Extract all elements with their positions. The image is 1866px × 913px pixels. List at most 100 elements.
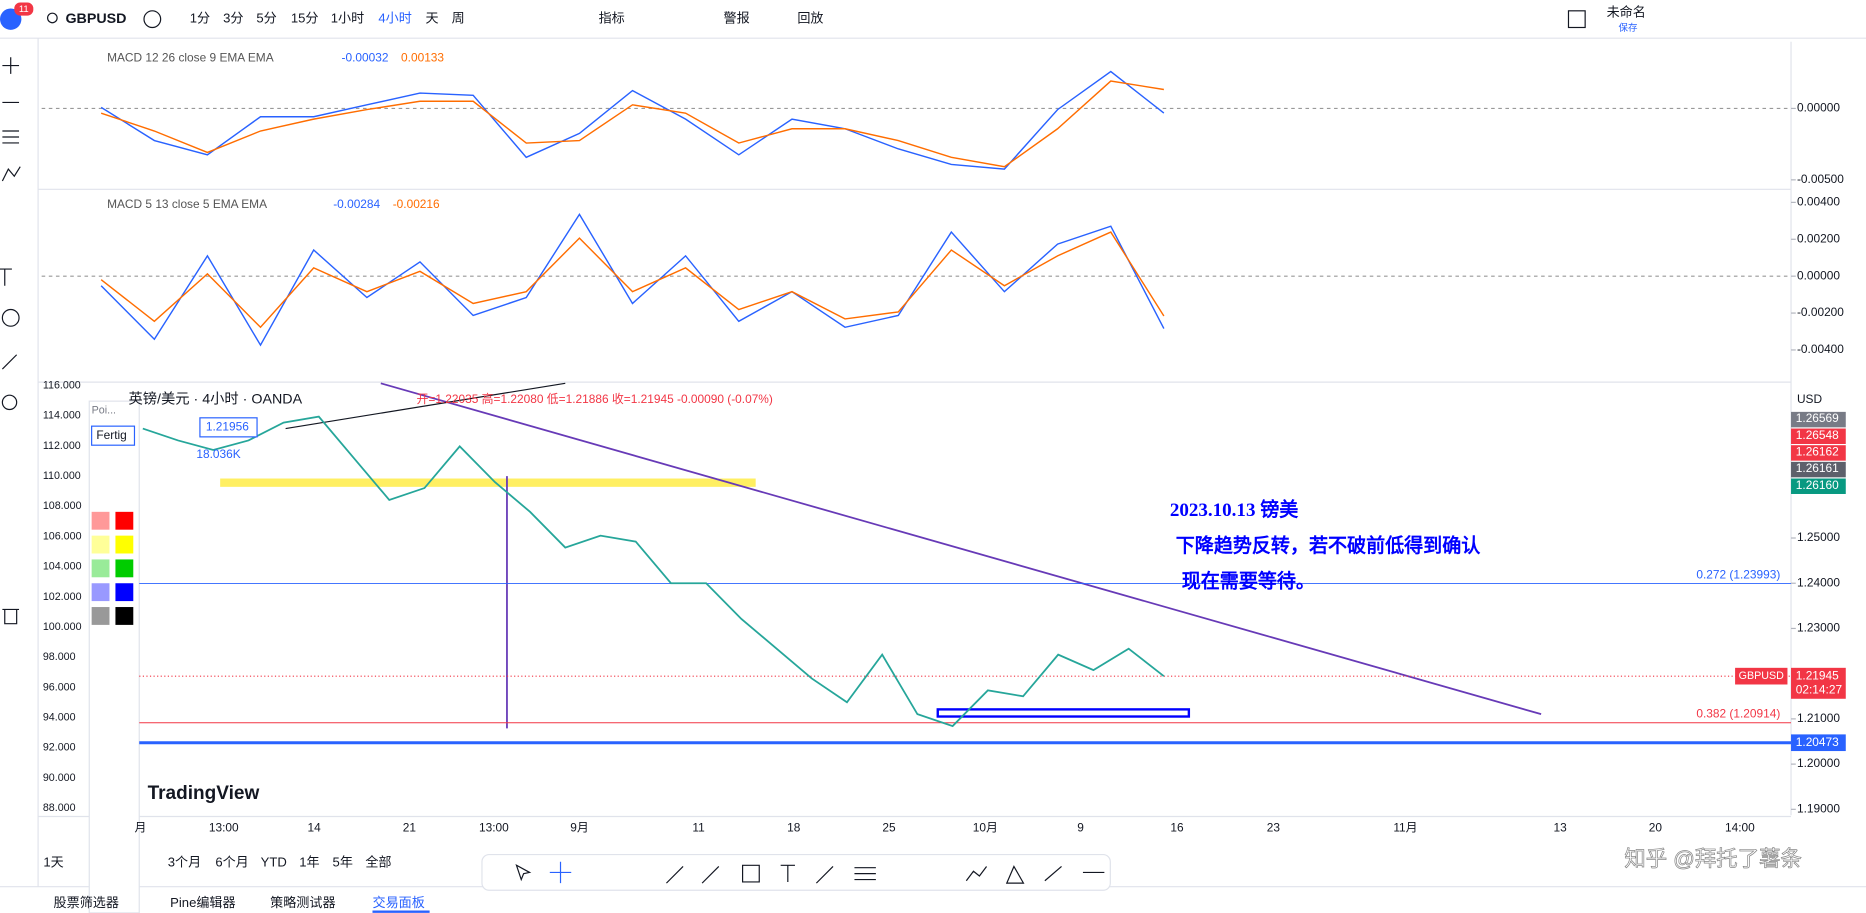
left-tick-label: 108.000 [43,500,82,512]
alert-button[interactable]: 警报 [724,11,750,26]
interval-button[interactable]: 周 [452,11,465,26]
badge-count: 11 [19,4,29,15]
panel-button[interactable] [91,425,136,446]
range-button[interactable]: 5年 [333,854,353,869]
color-swatch[interactable] [91,607,110,625]
left-tick-label: 102.000 [43,591,82,603]
panel-button-label[interactable]: Fertig [96,428,126,442]
macd-line [100,231,1165,329]
last-price-label: 1.21945 [1796,668,1839,682]
indicator-readout: -0.00216 [393,197,440,211]
symbol-search[interactable]: GBPUSD [65,11,126,27]
interval-button[interactable]: 3分 [223,11,243,26]
color-swatch[interactable] [91,511,110,530]
macd-line [100,80,1164,168]
left-tick-label: 98.000 [43,651,76,663]
symbol-tag-label: GBPUSD [1739,670,1784,682]
cursor-icon[interactable] [515,864,532,882]
indicators-button[interactable]: 指标 [599,11,625,26]
tool-icons[interactable] [666,864,1105,884]
logo-text: TradingView [148,783,260,804]
bottom-tab[interactable]: Pine编辑器 [170,895,235,910]
interval-button[interactable]: 1分 [190,11,210,26]
zoom-tool[interactable] [1,394,18,411]
ruler-tool[interactable] [1,354,18,370]
trend-line [285,382,566,430]
y-tick-label: -0.00200 [1797,305,1844,319]
y-tick-label: 0.00200 [1797,231,1840,245]
y-tick-label: 1.19000 [1797,801,1840,815]
y-tick-label: 1.23000 [1797,621,1840,635]
bottom-tab[interactable]: 交易面板 [372,894,424,910]
range-button[interactable]: 6个月 [215,854,248,869]
cross-icon[interactable] [549,861,572,884]
replay-button[interactable]: 回放 [797,11,823,26]
color-swatch[interactable] [115,583,134,602]
y-tick-label: 1.20000 [1797,756,1840,770]
left-tools [0,57,21,625]
crosshair-tool[interactable] [2,57,20,74]
x-tick-label: 13 [1554,821,1568,835]
color-swatch[interactable] [91,583,110,602]
currency-button[interactable]: USD [1797,392,1823,406]
color-swatch[interactable] [115,535,134,554]
drawing-toolbar-icons [515,861,1105,884]
symbol-title: 英镑/美元 · 4小时 · OANDA [129,390,303,408]
color-swatch[interactable] [115,607,134,625]
range-button[interactable]: 1天 [43,854,63,869]
bottom-tab[interactable]: 股票筛选器 [54,895,119,910]
stacked-tag-label: 1.26160 [1796,478,1839,492]
save-status[interactable]: 保存 [1618,22,1638,34]
stacked-tag [1791,478,1846,494]
y-tick-label: 0.00000 [1797,268,1840,282]
range-button[interactable]: 1年 [299,854,319,869]
layout-name[interactable]: 未命名 [1607,4,1646,20]
color-swatch[interactable] [91,559,110,578]
range-button[interactable]: 3个月 [168,854,201,869]
text-tool[interactable] [0,268,12,286]
indicator-readout: -0.00032 [342,51,389,65]
interval-button[interactable]: 1小时 [331,11,364,26]
watermark: 知乎 @拜托了薯条 [1624,847,1802,871]
bottom-tab[interactable]: 策略测试器 [270,894,335,910]
range-button[interactable]: YTD [261,854,287,869]
left-tick-label: 106.000 [43,530,82,542]
left-tick-label: 90.000 [43,772,76,784]
x-tick-label: 11月 [1393,821,1417,835]
symbol-tag [1735,667,1788,685]
pattern-tool[interactable] [1,166,21,182]
range-button[interactable]: 全部 [365,853,391,869]
stacked-tag [1791,411,1846,428]
y-tick-label: 1.24000 [1797,575,1840,589]
macd-line [100,212,1165,347]
interval-button[interactable]: 天 [425,11,438,26]
indicator-title: MACD 5 13 close 5 EMA EMA [107,197,267,211]
countdown-label: 02:14:27 [1796,683,1843,697]
stacked-tag-label: 1.26162 [1796,444,1839,458]
price-tag-label: 1.20473 [1796,735,1839,749]
interval-button[interactable]: 4小时 [378,11,411,26]
color-swatch[interactable] [115,559,134,578]
y-tick-label: 0.00400 [1797,195,1840,209]
x-tick-label: 月 [134,821,146,835]
interval-button[interactable]: 15分 [291,11,319,26]
trash-tool[interactable] [2,608,20,625]
annotation: 现在需要等待。 [1182,570,1315,593]
y-tick-label: 1.21000 [1797,711,1840,725]
annotation: 2023.10.13 镑美 [1170,498,1299,521]
left-tick-label: 88.000 [43,802,76,814]
left-tick-label: 116.000 [43,380,81,392]
layout-icon[interactable] [1567,10,1586,29]
fib-label: 0.382 (1.20914) [1696,707,1780,721]
fib-tool[interactable] [2,130,20,144]
color-swatch[interactable] [115,511,134,530]
indicator-title: MACD 12 26 close 9 EMA EMA [107,51,274,65]
y-tick-label: 1.25000 [1797,530,1840,544]
color-swatch[interactable] [91,535,110,554]
add-symbol[interactable] [143,10,162,29]
y-tick-label: -0.00400 [1797,342,1844,356]
left-tick-label: 100.000 [43,621,82,633]
emoji-tool[interactable] [1,308,20,327]
interval-button[interactable]: 5分 [256,11,276,26]
